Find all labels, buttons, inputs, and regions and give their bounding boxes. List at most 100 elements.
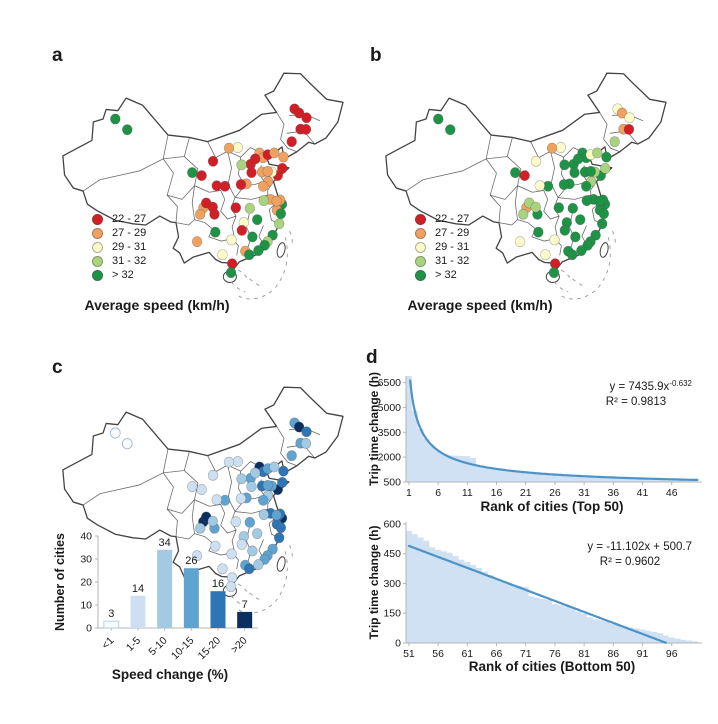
south-china-sea-dashes xyxy=(230,595,246,607)
y-tick-label: 6500 xyxy=(378,377,402,389)
province-border xyxy=(581,225,587,244)
city-dot xyxy=(244,563,255,575)
legend-label: 29 - 31 xyxy=(435,240,470,253)
x-tick-label: 86 xyxy=(607,648,619,660)
province-border xyxy=(276,426,297,467)
city-dot xyxy=(549,258,561,270)
x-tick-label: 76 xyxy=(549,648,561,660)
x-tick-label: 71 xyxy=(520,648,532,660)
rank-chart-top50: 500 2000 3500 5000 6500 1 6 11 16 21 26 31 36 41 46 y =… xyxy=(367,356,710,516)
bar-value-label: 16 xyxy=(212,578,224,590)
province-border xyxy=(599,112,620,153)
city-dot xyxy=(226,548,237,560)
x-tick-label: 61 xyxy=(461,648,473,660)
south-china-sea-dashes xyxy=(237,269,249,280)
city-dot xyxy=(207,201,218,213)
city-dot xyxy=(273,218,285,230)
city-dot xyxy=(300,123,312,135)
city-dot xyxy=(530,201,541,213)
city-dot xyxy=(581,195,592,206)
city-dot xyxy=(519,170,530,181)
x-tick-label: 56 xyxy=(432,648,444,660)
city-dot xyxy=(232,456,244,467)
legend-item: 22 - 27 xyxy=(415,213,469,225)
map-a-caption: Average speed (km/h) xyxy=(84,297,230,313)
bar xyxy=(130,595,146,628)
city-dot xyxy=(570,231,581,243)
r-squared-label: R² = 0.9602 xyxy=(600,556,660,568)
x-tick-label: >20 xyxy=(229,635,250,656)
province-border xyxy=(191,185,195,220)
city-dot xyxy=(235,493,247,504)
city-dot xyxy=(210,226,221,238)
city-dot xyxy=(567,202,578,214)
legend-label: 27 - 29 xyxy=(112,226,147,239)
city-dot xyxy=(540,249,551,261)
city-dot xyxy=(275,208,287,220)
map-b-caption: Average speed (km/h) xyxy=(407,297,553,313)
province-border xyxy=(506,156,549,200)
city-dot xyxy=(262,479,273,491)
bar-value-label: 7 xyxy=(242,599,248,611)
province-border xyxy=(405,134,492,192)
city-dot xyxy=(122,124,133,136)
city-dot xyxy=(244,202,255,214)
y-axis-title: Trip time change (h) xyxy=(368,525,381,639)
x-axis-title: Rank of cities (Top 50) xyxy=(480,499,623,514)
city-dot xyxy=(601,151,612,163)
city-dot xyxy=(217,563,228,575)
city-dot xyxy=(623,123,635,135)
province-border xyxy=(82,448,169,506)
x-tick-label: 26 xyxy=(549,487,561,499)
city-dot xyxy=(207,155,219,167)
south-china-sea-dashes xyxy=(289,544,293,560)
y-tick-label: 450 xyxy=(383,548,401,560)
city-dot xyxy=(236,538,248,550)
taiwan-island xyxy=(276,556,286,572)
bar xyxy=(210,591,226,628)
china-map xyxy=(62,386,344,614)
x-tick-label: 1-5 xyxy=(124,635,143,654)
city-dot xyxy=(569,167,580,179)
city-dot xyxy=(600,162,611,174)
city-dot xyxy=(596,218,608,230)
x-tick-label: <1 xyxy=(99,635,116,652)
panel-label-d: d xyxy=(366,347,378,368)
bar xyxy=(157,549,173,628)
y-tick-label: 2000 xyxy=(378,452,402,464)
city-dot xyxy=(286,450,297,462)
city-dot xyxy=(246,167,257,179)
city-dot xyxy=(230,516,242,528)
city-dot xyxy=(273,532,285,544)
legend-label: > 32 xyxy=(435,268,457,281)
china-map xyxy=(62,72,344,300)
city-dot xyxy=(258,180,269,192)
r-squared-label: R² = 0.9813 xyxy=(606,396,666,408)
city-dot xyxy=(252,214,263,226)
panel-label-a: a xyxy=(52,45,63,66)
city-dot xyxy=(250,467,261,479)
x-tick-label: 1 xyxy=(406,487,412,499)
legend-item: 27 - 29 xyxy=(415,227,469,239)
city-dot xyxy=(533,226,544,238)
city-dot xyxy=(300,437,312,449)
city-dot xyxy=(585,165,596,177)
city-dot xyxy=(232,142,244,153)
map-a xyxy=(60,66,345,328)
y-tick-label: 40 xyxy=(80,531,92,543)
city-dot xyxy=(293,107,305,119)
legend-label: 29 - 31 xyxy=(112,240,147,253)
x-tick-label: 31 xyxy=(578,487,590,499)
city-dot xyxy=(549,234,560,246)
y-tick-label: 0 xyxy=(86,623,92,635)
city-dot xyxy=(445,124,456,136)
x-tick-label: 96 xyxy=(666,648,678,660)
province-border xyxy=(550,151,559,198)
legend-label: 31 - 32 xyxy=(435,254,470,267)
south-china-sea-dashes xyxy=(572,278,585,288)
y-tick-label: 20 xyxy=(80,577,92,589)
city-dot xyxy=(250,153,261,165)
city-dot xyxy=(226,234,237,246)
city-dot xyxy=(195,522,206,534)
y-tick-label: 30 xyxy=(80,554,92,566)
